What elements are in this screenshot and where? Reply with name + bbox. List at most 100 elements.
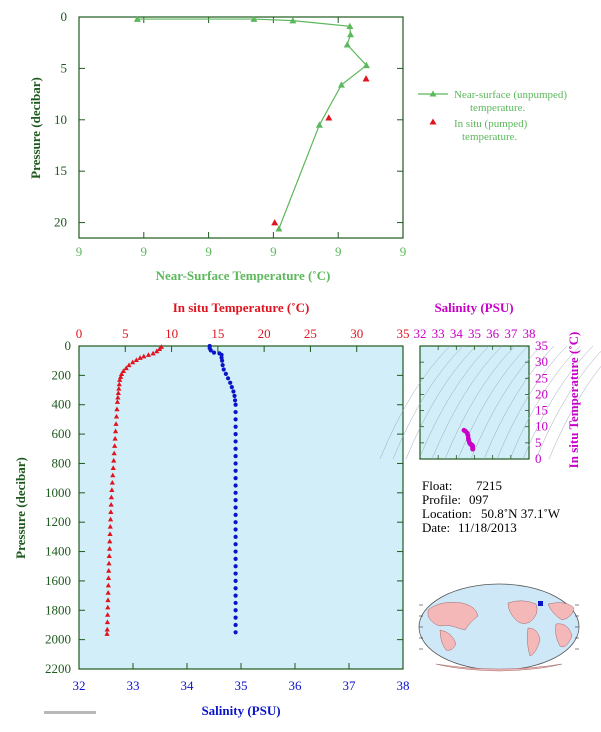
temperature-point [118, 371, 125, 376]
australia [439, 629, 457, 651]
pressure-tick-label: 200 [52, 367, 72, 382]
legend-triangle-swatch [429, 118, 437, 125]
temperature-point [115, 394, 121, 400]
temperature-point [113, 413, 120, 419]
density-contour [522, 345, 594, 460]
temp-tick-label: 10 [535, 419, 548, 434]
pressure-tick-label: 0 [65, 338, 72, 353]
density-contours [379, 345, 601, 460]
temperature-point [110, 465, 116, 470]
x-tick-label: 9 [400, 244, 407, 259]
continents [427, 600, 575, 672]
y-axis-label: Pressure (decibar) [13, 457, 28, 559]
profile-chart: 0 5 10 15 20 25 30 35 32 33 34 35 36 37 38 0 200 400 600… [13, 300, 410, 718]
salinity-tick-label: 33 [432, 326, 445, 341]
temperature-point [107, 538, 113, 544]
salinity-point [231, 389, 236, 394]
north-america [507, 600, 538, 624]
footer-mark [44, 711, 96, 714]
temperature-point [109, 479, 115, 485]
pressure-tick-label: 1800 [45, 602, 71, 617]
in-situ-point [362, 75, 370, 82]
plot-series [133, 15, 370, 232]
ts-point [470, 446, 476, 452]
temp-tick-label: 25 [304, 326, 317, 341]
density-contour [418, 345, 490, 460]
temperature-point [112, 428, 119, 434]
temp-tick-label: 10 [165, 326, 178, 341]
near-surface-point [250, 15, 258, 22]
x-tick-label: 9 [205, 244, 212, 259]
x-axis-ticks: 9 9 9 9 9 9 [76, 17, 407, 259]
plot-frame [78, 16, 404, 239]
temp-tick-label: 0 [76, 326, 83, 341]
salinity-point [220, 362, 225, 368]
salinity-tick-label: 32 [414, 326, 427, 341]
salinity-axis-ticks: 32 33 34 35 36 37 38 [414, 326, 536, 459]
temperature-point [105, 597, 111, 603]
temperature-point [137, 355, 143, 360]
temperature-point [130, 359, 136, 365]
y-tick-label: 0 [61, 9, 68, 24]
salinity-tick-label: 35 [468, 326, 481, 341]
pressure-tick-label: 1400 [45, 544, 71, 559]
temperature-point [116, 385, 122, 391]
legend-label-line2: temperature. [470, 102, 526, 114]
pressure-tick-label: 1000 [45, 485, 71, 500]
temperature-point [107, 516, 114, 522]
density-contour [548, 365, 601, 460]
africa [555, 623, 573, 648]
temperature-point [105, 604, 111, 610]
salinity-point [221, 367, 226, 372]
temperature-point [111, 457, 117, 463]
pressure-tick-label: 2200 [45, 661, 71, 676]
temperature-point [120, 368, 127, 374]
pressure-tick-label: 800 [52, 455, 72, 470]
salinity-tick-label: 38 [397, 678, 410, 693]
salinity-point [233, 402, 238, 407]
salinity-point [233, 615, 238, 620]
salinity-point [233, 446, 238, 451]
y-axis-label: Pressure (decibar) [28, 77, 43, 179]
salinity-point [233, 490, 238, 495]
salinity-tick-label: 35 [235, 678, 248, 693]
near-surface-line [137, 18, 368, 229]
salinity-point [223, 371, 228, 376]
salinity-tick-label: 36 [486, 326, 500, 341]
salinity-point [229, 385, 234, 390]
temperature-point [104, 631, 110, 636]
near-surface-temperature-chart: 9 9 9 9 9 9 0 5 10 15 20 Near-Surface Temperature… [28, 9, 567, 283]
salinity-point [233, 534, 238, 539]
temperature-point [106, 568, 112, 573]
salinity-point [225, 376, 231, 381]
y-tick-label: 5 [61, 60, 68, 75]
salinity-point [233, 512, 238, 517]
salinity-point [232, 393, 237, 399]
y-axis-ticks: 0 5 10 15 20 [54, 9, 403, 230]
pressure-tick-label: 2000 [45, 632, 71, 647]
temperature-point [104, 626, 110, 632]
in-situ-point [271, 219, 279, 226]
near-surface-point [289, 17, 297, 24]
near-surface-point [133, 15, 141, 22]
salinity-point [232, 398, 238, 403]
salinity-point [233, 593, 238, 598]
x-tick-label: 9 [76, 244, 83, 259]
y-tick-label: 15 [54, 163, 67, 178]
location-line: Location: 50.8˚N 37.1˚W [422, 506, 561, 521]
salinity-tick-label: 34 [450, 326, 464, 341]
legend-triangle-swatch [429, 90, 437, 97]
near-surface-point [346, 22, 354, 30]
salinity-tick-label: 37 [504, 326, 518, 341]
salinity-point [233, 409, 238, 415]
temp-tick-label: 15 [535, 403, 548, 418]
salinity-point [233, 505, 238, 510]
near-surface-point [275, 225, 283, 232]
temp-tick-label: 5 [122, 326, 129, 341]
pressure-tick-label: 1200 [45, 514, 71, 529]
density-contour [509, 345, 581, 460]
salinity-point [233, 542, 238, 547]
density-contour [379, 345, 451, 460]
legend-label-line2: temperature. [462, 131, 518, 143]
salinity-point [233, 454, 238, 459]
